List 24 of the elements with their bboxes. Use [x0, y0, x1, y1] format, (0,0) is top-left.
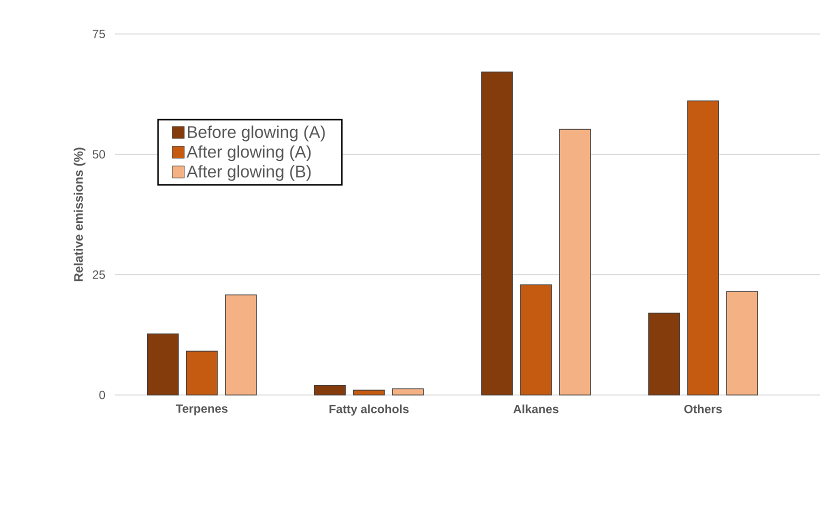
bar	[648, 312, 680, 396]
y-tick-label: 50	[92, 150, 106, 159]
x-tick-label: Fatty alcohols	[330, 404, 409, 416]
bar	[224, 294, 257, 396]
x-tick-label: Others	[684, 404, 722, 414]
x-tick-label: Alkanes	[513, 404, 558, 414]
y-tick-label: 0	[99, 390, 106, 400]
legend-label: After glowing (A)	[186, 145, 311, 162]
bar	[146, 333, 179, 396]
bar	[687, 100, 719, 396]
bar	[559, 128, 591, 396]
bar	[314, 384, 346, 396]
bar	[726, 291, 758, 396]
bar	[392, 388, 424, 396]
bar	[353, 390, 385, 396]
legend-label: Before glowing (A)	[188, 126, 325, 142]
y-axis-title: Relative emissions (%)	[74, 148, 86, 282]
bar	[520, 284, 552, 396]
x-tick-label: Terpenes	[176, 404, 228, 416]
bar	[481, 72, 513, 396]
bar	[186, 350, 218, 396]
y-tick-label: 75	[92, 30, 105, 38]
y-tick-label: 25	[92, 270, 105, 279]
legend-label: After glowing (B)	[186, 165, 311, 181]
